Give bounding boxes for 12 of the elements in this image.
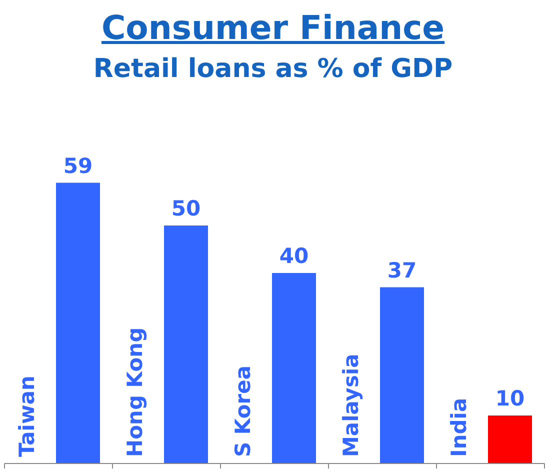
x-tick-label: S Korea	[231, 365, 255, 457]
x-tick-label: India	[447, 398, 471, 457]
chart-title: Consumer Finance	[100, 8, 446, 47]
x-tick-label: Hong Kong	[123, 327, 147, 457]
x-tick-label: Taiwan	[15, 375, 39, 457]
chart-subtitle: Retail loans as % of GDP	[92, 54, 454, 84]
data-label: 37	[387, 258, 417, 282]
data-label: 50	[171, 196, 201, 220]
x-tick-label: Malaysia	[339, 354, 363, 457]
data-label: 40	[279, 244, 309, 268]
data-label: 10	[495, 386, 525, 410]
data-label: 59	[63, 154, 93, 178]
